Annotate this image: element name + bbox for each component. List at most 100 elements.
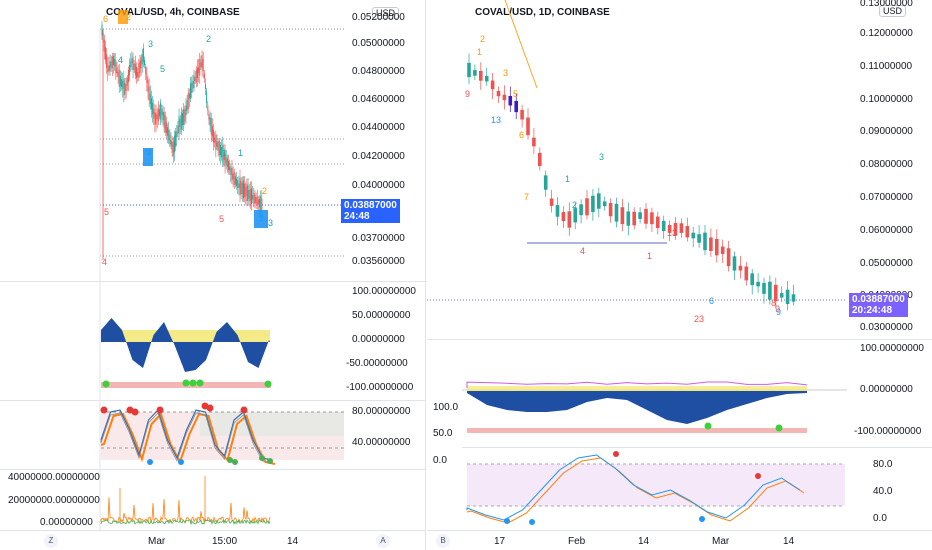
candle-body	[149, 93, 151, 105]
candle-body	[177, 125, 179, 134]
stoch-axis-label: 40.0	[873, 486, 893, 497]
candle-body	[602, 201, 607, 207]
chart-settings-button[interactable]: B	[436, 534, 450, 548]
signal-dot	[102, 380, 110, 388]
candle-body	[526, 117, 530, 136]
price-chart-canvas[interactable]: 623542951512934	[0, 0, 426, 550]
candle-body	[213, 129, 215, 143]
candle-body	[579, 204, 583, 216]
candle-body	[125, 84, 127, 92]
candle-body	[203, 73, 205, 78]
oscillator-signal-area	[101, 330, 270, 342]
stoch-overbought-dot	[206, 404, 214, 412]
volume-axis-label: 40000000.00000000	[8, 472, 100, 483]
candle-body	[144, 59, 146, 66]
chart-pane-1d[interactable]: COVAL/USD, 1D, COINBASE USD 1 2 9 3 5 13 6 7 1 2 3…	[427, 0, 932, 550]
candle-body	[255, 197, 257, 204]
pane-separator[interactable]	[0, 281, 426, 282]
td-count-label: 8	[771, 298, 776, 308]
candle-body	[153, 108, 155, 119]
candle-body	[514, 100, 518, 113]
chart-pane-4h[interactable]: COVAL/USD, 4h, COINBASE USD 623542951512…	[0, 0, 426, 550]
pane-separator[interactable]	[0, 469, 426, 470]
candle-body	[140, 57, 142, 69]
candle-body	[206, 91, 208, 103]
chart-settings-button[interactable]: Z	[44, 534, 58, 548]
candle-body	[188, 93, 190, 99]
price-axis-label: 0.04800000	[352, 66, 405, 77]
time-axis-label: 17	[494, 536, 506, 547]
candle-body	[109, 61, 111, 72]
candle-body	[254, 194, 256, 204]
pane-separator[interactable]	[427, 339, 932, 340]
currency-button[interactable]: USD	[879, 5, 907, 17]
candle-body	[244, 183, 246, 198]
price-axis-label: 0.03000000	[860, 322, 913, 333]
candle-body	[205, 84, 206, 89]
time-axis-label: Mar	[712, 536, 730, 547]
candle-body	[111, 56, 113, 69]
candle-body	[150, 98, 152, 110]
oscillator-signal-line	[466, 381, 808, 388]
candle-body	[774, 284, 778, 302]
td-count-label: 2	[480, 34, 485, 44]
pane-separator[interactable]	[462, 447, 932, 448]
candle-body	[234, 176, 236, 185]
candle-body	[233, 171, 235, 185]
oscillator-axis-label: -100.00000000	[854, 426, 922, 437]
last-price-value: 0.03887000	[852, 294, 905, 305]
symbol-title[interactable]: COVAL/USD, 1D, COINBASE	[475, 7, 610, 18]
candle-body	[791, 294, 796, 302]
td-count-label: 3	[268, 218, 273, 228]
td-count-label: 5	[219, 214, 224, 224]
candle-body	[165, 122, 167, 133]
candle-body	[239, 177, 241, 196]
candle-body	[118, 69, 120, 87]
td-count-label: 23	[694, 314, 704, 324]
candle-body	[756, 281, 760, 287]
stoch-axis-label: 80.0	[873, 459, 893, 470]
candle-body	[171, 141, 173, 153]
price-axis-label: 0.06000000	[860, 225, 913, 236]
candle-body	[110, 61, 112, 68]
candle-body	[154, 111, 156, 125]
candle-body	[163, 111, 165, 128]
candle-body	[248, 189, 250, 199]
candle-body	[215, 134, 217, 150]
candle-body	[183, 109, 185, 125]
oscillator-area	[101, 318, 270, 372]
candle-body	[709, 237, 713, 252]
candle-body	[195, 69, 197, 83]
candle-body	[667, 224, 672, 233]
td-count-label: 5	[513, 89, 518, 99]
candle-body	[573, 208, 577, 223]
candle-body	[685, 225, 690, 238]
candle-body	[121, 79, 123, 87]
currency-button[interactable]: USD	[372, 7, 400, 19]
candle-body	[715, 239, 719, 256]
candle-body	[127, 69, 129, 83]
candle-body	[750, 273, 754, 286]
oscillator-signal-area	[467, 386, 807, 392]
candle-body	[238, 183, 240, 188]
td-count-label: 1	[222, 148, 227, 158]
candle-body	[114, 59, 116, 67]
candle-body	[132, 57, 134, 71]
candle-body	[173, 135, 175, 153]
pane-separator[interactable]	[0, 400, 426, 401]
candle-body	[567, 211, 572, 228]
candle-body	[543, 175, 548, 190]
candle-body	[159, 109, 160, 117]
stoch-axis-label: 80.00000000	[352, 406, 411, 417]
auto-scale-button[interactable]: A	[376, 534, 390, 548]
time-axis-label: 15:00	[212, 536, 238, 547]
symbol-title[interactable]: COVAL/USD, 4h, COINBASE	[106, 7, 240, 18]
price-axis-label: 0.08000000	[860, 159, 913, 170]
candle-body	[720, 246, 725, 254]
td-count-label: 2	[126, 12, 131, 22]
candle-body	[210, 118, 212, 135]
candle-body	[208, 113, 210, 120]
candle-body	[231, 167, 233, 181]
